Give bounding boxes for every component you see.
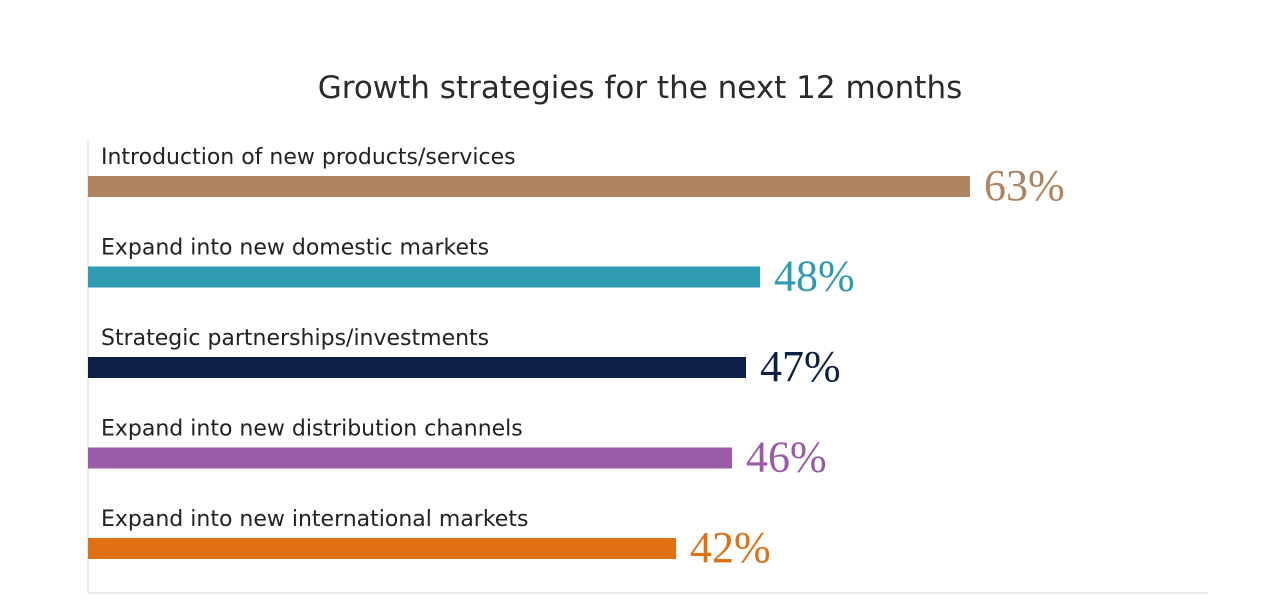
bar — [88, 447, 732, 469]
category-label: Expand into new domestic markets — [101, 236, 489, 261]
data-label: 48% — [774, 252, 855, 301]
data-label: 47% — [760, 342, 841, 391]
category-label: Expand into new distribution channels — [101, 417, 523, 442]
category-label: Introduction of new products/services — [101, 145, 516, 170]
bar — [88, 266, 760, 288]
bar — [88, 176, 970, 197]
bar — [88, 538, 676, 559]
category-label: Expand into new international markets — [101, 507, 528, 532]
data-label: 63% — [984, 161, 1065, 210]
data-label: 42% — [690, 523, 771, 572]
data-label: 46% — [746, 433, 827, 482]
bar — [88, 357, 746, 378]
bars-group: Introduction of new products/services 63%… — [88, 145, 1065, 572]
chart-title: Growth strategies for the next 12 months — [318, 70, 963, 106]
category-label: Strategic partnerships/investments — [101, 326, 489, 351]
